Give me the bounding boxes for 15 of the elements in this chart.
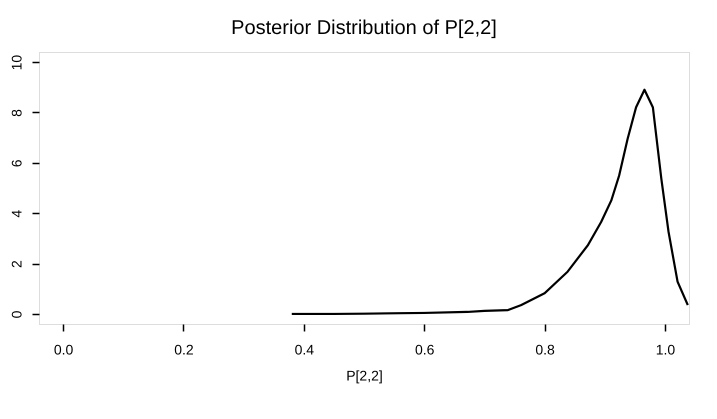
y-tick-label: 4	[8, 210, 24, 218]
y-tick-label: 8	[8, 108, 24, 117]
x-tick-label: 0.8	[535, 342, 555, 358]
x-tick-label: 0.6	[414, 342, 435, 358]
x-tick-label: 1.0	[656, 342, 676, 358]
y-tick-label: 0	[8, 310, 24, 318]
x-tick-label: 0.0	[54, 342, 74, 358]
y-tick-label: 6	[8, 159, 24, 168]
y-tick-label: 2	[8, 260, 24, 268]
x-tick-label: 0.2	[174, 342, 194, 358]
y-tick-label: 10	[8, 54, 24, 70]
chart-title: Posterior Distribution of P[2,2]	[231, 17, 497, 39]
x-tick-label: 0.4	[294, 342, 314, 358]
line-series	[290, 88, 689, 316]
x-axis-title: P[2,2]	[346, 368, 383, 384]
